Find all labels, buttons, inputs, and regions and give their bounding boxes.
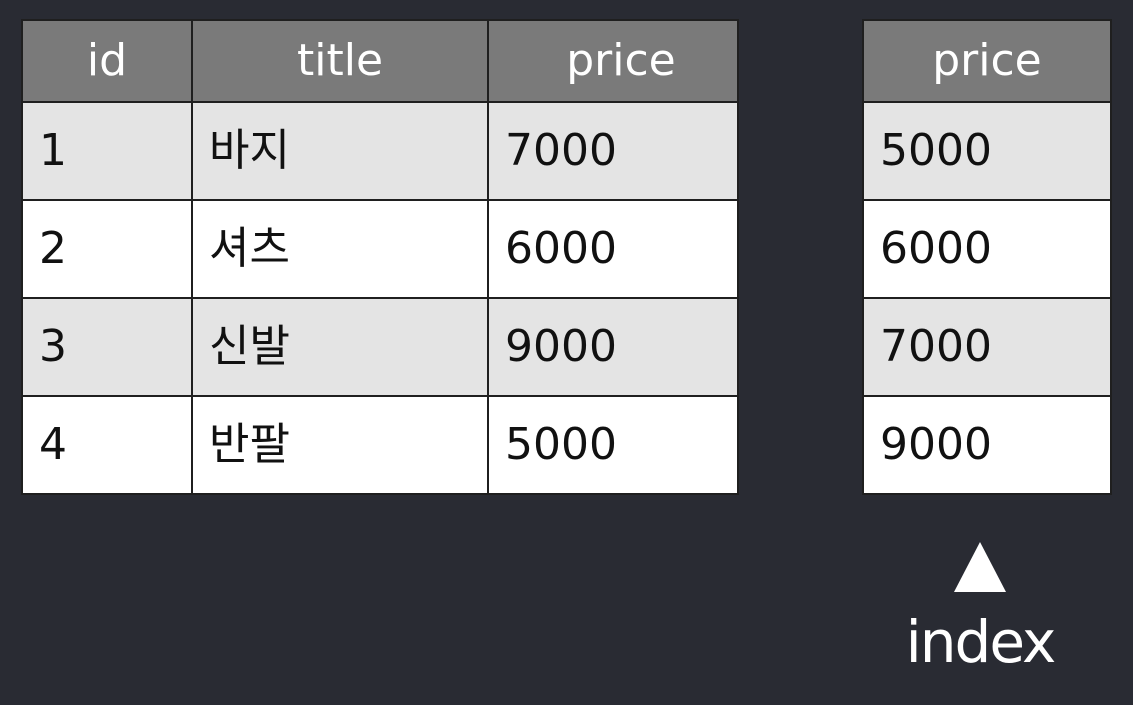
header-title: title bbox=[191, 19, 489, 103]
cell-id: 3 bbox=[21, 297, 193, 397]
cell-title: 셔츠 bbox=[191, 199, 489, 299]
index-header-price: price bbox=[862, 19, 1112, 103]
index-cell-price: 7000 bbox=[862, 297, 1112, 397]
index-header-row: price bbox=[862, 19, 1112, 103]
price-index-table: price 5000 6000 7000 9000 bbox=[862, 19, 1112, 495]
index-label: index bbox=[905, 608, 1057, 676]
table-row: 4 반팔 5000 bbox=[21, 395, 739, 495]
index-row: 7000 bbox=[862, 297, 1112, 397]
index-cell-price: 6000 bbox=[862, 199, 1112, 299]
cell-title: 바지 bbox=[191, 101, 489, 201]
header-price: price bbox=[487, 19, 739, 103]
index-cell-price: 5000 bbox=[862, 101, 1112, 201]
cell-price: 9000 bbox=[487, 297, 739, 397]
table-row: 3 신발 9000 bbox=[21, 297, 739, 397]
products-table: id title price 1 바지 7000 2 셔츠 6000 3 신발 … bbox=[21, 19, 739, 495]
table-header-row: id title price bbox=[21, 19, 739, 103]
cell-price: 6000 bbox=[487, 199, 739, 299]
cell-id: 1 bbox=[21, 101, 193, 201]
cell-title: 반팔 bbox=[191, 395, 489, 495]
index-row: 9000 bbox=[862, 395, 1112, 495]
cell-price: 7000 bbox=[487, 101, 739, 201]
index-row: 5000 bbox=[862, 101, 1112, 201]
table-row: 2 셔츠 6000 bbox=[21, 199, 739, 299]
pointer-triangle-icon bbox=[954, 542, 1006, 592]
cell-id: 4 bbox=[21, 395, 193, 495]
cell-title: 신발 bbox=[191, 297, 489, 397]
table-row: 1 바지 7000 bbox=[21, 101, 739, 201]
index-cell-price: 9000 bbox=[862, 395, 1112, 495]
index-row: 6000 bbox=[862, 199, 1112, 299]
header-id: id bbox=[21, 19, 193, 103]
cell-price: 5000 bbox=[487, 395, 739, 495]
cell-id: 2 bbox=[21, 199, 193, 299]
